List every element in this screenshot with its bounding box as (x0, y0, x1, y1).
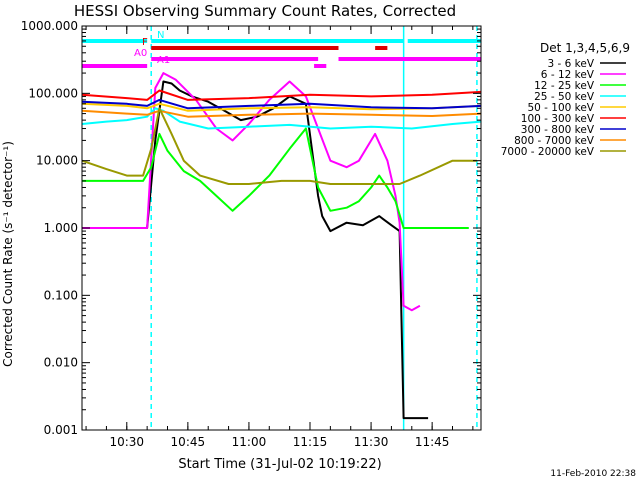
series-line-0 (139, 80, 429, 420)
flag-label-0: N (157, 30, 164, 41)
y-tick-label-3: 1.000 (44, 221, 78, 235)
y-tick-label-0: 1000.000 (21, 19, 78, 33)
legend-label-4: 50 - 100 keV (527, 102, 594, 114)
legend-label-3: 25 - 50 keV (534, 91, 595, 103)
x-axis-label: Start Time (31-Jul-02 10:19:22) (178, 457, 381, 472)
legend-label-1: 6 - 12 keV (541, 69, 595, 81)
series-line-5 (81, 89, 482, 101)
legend-title: Det 1,3,4,5,6,9 (540, 41, 630, 55)
footer-timestamp: 11-Feb-2010 22:38 (550, 469, 636, 479)
series-line-7 (81, 109, 482, 118)
legend-label-5: 100 - 300 keV (521, 113, 595, 125)
x-tick-label-3: 11:15 (293, 435, 328, 449)
y-tick-label-2: 10.000 (36, 154, 78, 168)
y-axis-label: Corrected Count Rate (s⁻¹ detector⁻¹) (1, 141, 15, 367)
series-line-8 (81, 107, 477, 185)
x-tick-label-0: 10:30 (109, 435, 144, 449)
series-line-3 (81, 107, 482, 130)
y-tick-label-5: 0.010 (44, 356, 78, 370)
flag-label-3: A1 (157, 55, 170, 66)
x-tick-label-1: 10:45 (171, 435, 206, 449)
legend-label-6: 300 - 800 keV (521, 124, 595, 136)
x-tick-label-4: 11:30 (354, 435, 389, 449)
flag-label-2: A0 (134, 48, 147, 59)
legend-label-2: 12 - 25 keV (534, 80, 595, 92)
axes-layer: 1000.000 100.000 10.000 1.000 0.100 0.010 0.00… (21, 19, 482, 449)
x-tick-label-2: 11:00 (232, 435, 267, 449)
x-tick-label-5: 11:45 (415, 435, 450, 449)
legend-label-7: 800 - 7000 keV (514, 135, 595, 147)
y-tick-label-1: 100.000 (28, 86, 78, 100)
series-line-1 (82, 72, 421, 312)
legend-label-0: 3 - 6 keV (547, 58, 594, 70)
legend-label-8: 7000 - 20000 keV (501, 146, 595, 158)
y-tick-label-4: 0.100 (44, 288, 78, 302)
series-line-6 (81, 98, 482, 110)
y-tick-label-6: 0.001 (44, 423, 78, 437)
flag-label-1: F (142, 37, 148, 48)
series-line-2 (82, 127, 469, 229)
chart-title: HESSI Observing Summary Count Rates, Cor… (74, 2, 456, 20)
